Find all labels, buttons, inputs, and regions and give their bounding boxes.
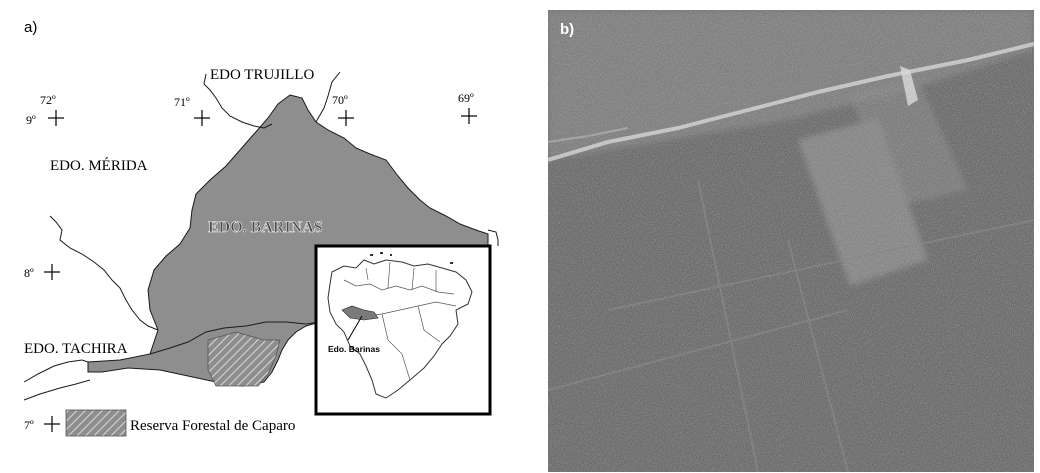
location-map: a) 72º 9º 71º 70º 69º 8º 7º EDO TRU [23, 19, 499, 437]
lon-70-label: 70º [332, 93, 348, 107]
trujillo-label: EDO TRUJILLO [210, 67, 314, 83]
merida-label: EDO. MÉRIDA [50, 157, 148, 174]
inset-barinas-highlight [341, 305, 379, 321]
lat-9-label: 9º [26, 113, 36, 127]
canopy-texture [548, 10, 1034, 472]
legend: Reserva Forestal de Caparo [65, 409, 295, 437]
caparo-reserve-area [207, 331, 281, 387]
venezuela-inset: Edo. Barinas [314, 244, 492, 416]
merida-border [49, 215, 159, 331]
satellite-panel-b: b) [548, 10, 1034, 472]
inset-islands [370, 252, 453, 264]
barinas-state-shape [87, 94, 489, 387]
barinas-east-border [487, 229, 499, 246]
panel-b-label: b) [560, 21, 574, 38]
southern-river [23, 379, 91, 401]
tachira-label: EDO. TACHIRA [24, 341, 128, 357]
lon-71-label: 71º [174, 95, 190, 109]
inset-pointer-line [347, 315, 363, 341]
panel-a-label: a) [24, 19, 37, 36]
trujillo-border-east [315, 71, 341, 123]
lat-7-label: 7º [24, 418, 34, 432]
trujillo-border [203, 73, 273, 129]
lat-8-label: 8º [24, 266, 34, 280]
tachira-border [23, 359, 89, 383]
satellite-image: b) [548, 10, 1034, 472]
apure-border [149, 321, 321, 355]
graticule-crosses [44, 108, 477, 432]
venezuela-outline [327, 259, 473, 399]
inset-barinas-label: Edo. Barinas [328, 344, 380, 354]
lon-72-label: 72º [40, 93, 56, 107]
map-panel-a: a) 72º 9º 71º 70º 69º 8º 7º EDO TRU [10, 10, 508, 472]
lon-69-label: 69º [458, 91, 474, 105]
legend-label-caparo: Reserva Forestal de Caparo [130, 418, 295, 434]
barinas-label: EDO. BARINAS [208, 219, 323, 236]
legend-swatch-caparo [65, 409, 127, 437]
